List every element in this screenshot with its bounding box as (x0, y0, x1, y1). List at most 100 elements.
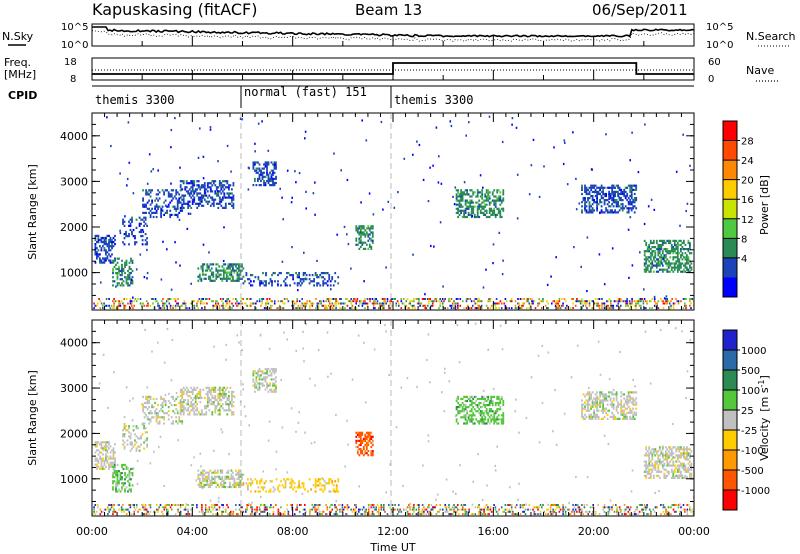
echo-cell (216, 275, 219, 278)
echo-cell (629, 190, 632, 193)
echo-cell (115, 470, 117, 473)
echo-cell (689, 448, 691, 451)
echo-cell (241, 263, 243, 266)
echo-cell (610, 300, 612, 303)
echo-cell (627, 401, 630, 404)
echo-cell (260, 171, 262, 174)
echo-cell (369, 300, 371, 303)
echo-cell (146, 397, 149, 401)
echo-cell (227, 477, 230, 480)
echo-cell (611, 307, 613, 310)
echo-cell (680, 248, 682, 251)
echo-cell (365, 445, 368, 449)
echo-cell (491, 213, 494, 216)
echo-cell (624, 401, 627, 404)
echo-cell (255, 307, 257, 310)
echo-cell (292, 307, 295, 310)
echo-cell (617, 201, 619, 204)
echo-cell (687, 239, 690, 242)
echo-cell (490, 420, 493, 423)
echo-cell (401, 302, 404, 305)
echo-cell (654, 260, 657, 263)
echo-cell (484, 203, 487, 206)
echo-cell (453, 300, 455, 303)
echo-cell (678, 266, 681, 269)
echo-cell (207, 267, 210, 270)
echo-cell (523, 298, 525, 300)
echo-cell (584, 205, 586, 208)
echo-cell (606, 399, 609, 402)
echo-cell (213, 479, 216, 482)
echo-cell (96, 247, 98, 250)
echo-cell (556, 300, 558, 303)
echo-cell (325, 272, 328, 275)
echo-cell (623, 405, 626, 408)
echo-cell (564, 141, 566, 144)
echo-cell (547, 307, 549, 310)
echo-cell (201, 307, 203, 310)
echo-cell (115, 272, 117, 275)
echo-cell (596, 409, 598, 412)
echo-cell (216, 263, 219, 266)
echo-cell (618, 205, 621, 208)
echo-cell (166, 248, 168, 251)
echo-cell (181, 392, 184, 396)
echo-cell (257, 382, 259, 385)
echo-cell (231, 392, 233, 396)
echo-cell (645, 268, 648, 271)
echo-cell (194, 388, 197, 391)
echo-cell (605, 207, 607, 210)
echo-cell (675, 256, 678, 259)
echo-cell (645, 300, 647, 303)
echo-cell (484, 422, 487, 425)
echo-cell (213, 481, 216, 484)
echo-cell (346, 233, 348, 236)
echo-cell (141, 433, 144, 436)
echo-cell (112, 467, 115, 470)
echo-cell (207, 277, 210, 280)
echo-cell (620, 196, 622, 199)
echo-cell (615, 397, 618, 400)
echo-cell (617, 405, 619, 408)
echo-cell (391, 298, 394, 300)
echo-cell (593, 409, 595, 412)
echo-cell (368, 439, 371, 442)
echo-cell (235, 473, 237, 476)
echo-cell (218, 182, 221, 185)
echo-cell (229, 267, 231, 270)
echo-cell (646, 264, 649, 267)
echo-cell (678, 454, 681, 457)
echo-cell (94, 245, 97, 248)
echo-cell (134, 237, 136, 240)
echo-cell (627, 201, 630, 204)
echo-cell (652, 464, 655, 467)
echo-cell (178, 211, 181, 214)
echo-cell (227, 271, 230, 274)
echo-cell (115, 490, 117, 493)
echo-cell (337, 480, 340, 483)
echo-cell (620, 407, 623, 410)
echo-cell (224, 300, 227, 303)
echo-cell (591, 197, 594, 200)
echo-cell (340, 307, 342, 310)
colorbar-swatch (723, 179, 737, 200)
echo-cell (105, 304, 108, 307)
echo-cell (238, 302, 241, 305)
echo-cell (273, 163, 276, 166)
echo-cell (251, 284, 254, 287)
echo-cell (263, 181, 265, 185)
y-tick-label: 3000 (60, 175, 88, 188)
echo-cell (365, 443, 368, 447)
echo-cell (593, 403, 595, 406)
echo-cell (603, 304, 606, 307)
echo-cell (231, 394, 233, 398)
echo-cell (304, 137, 306, 140)
echo-cell (389, 302, 391, 305)
echo-cell (367, 247, 370, 250)
echo-cell (629, 199, 632, 202)
echo-cell (262, 282, 264, 285)
echo-cell (258, 378, 261, 381)
echo-cell (127, 276, 129, 279)
echo-cell (367, 235, 370, 238)
echo-cell (660, 239, 663, 242)
